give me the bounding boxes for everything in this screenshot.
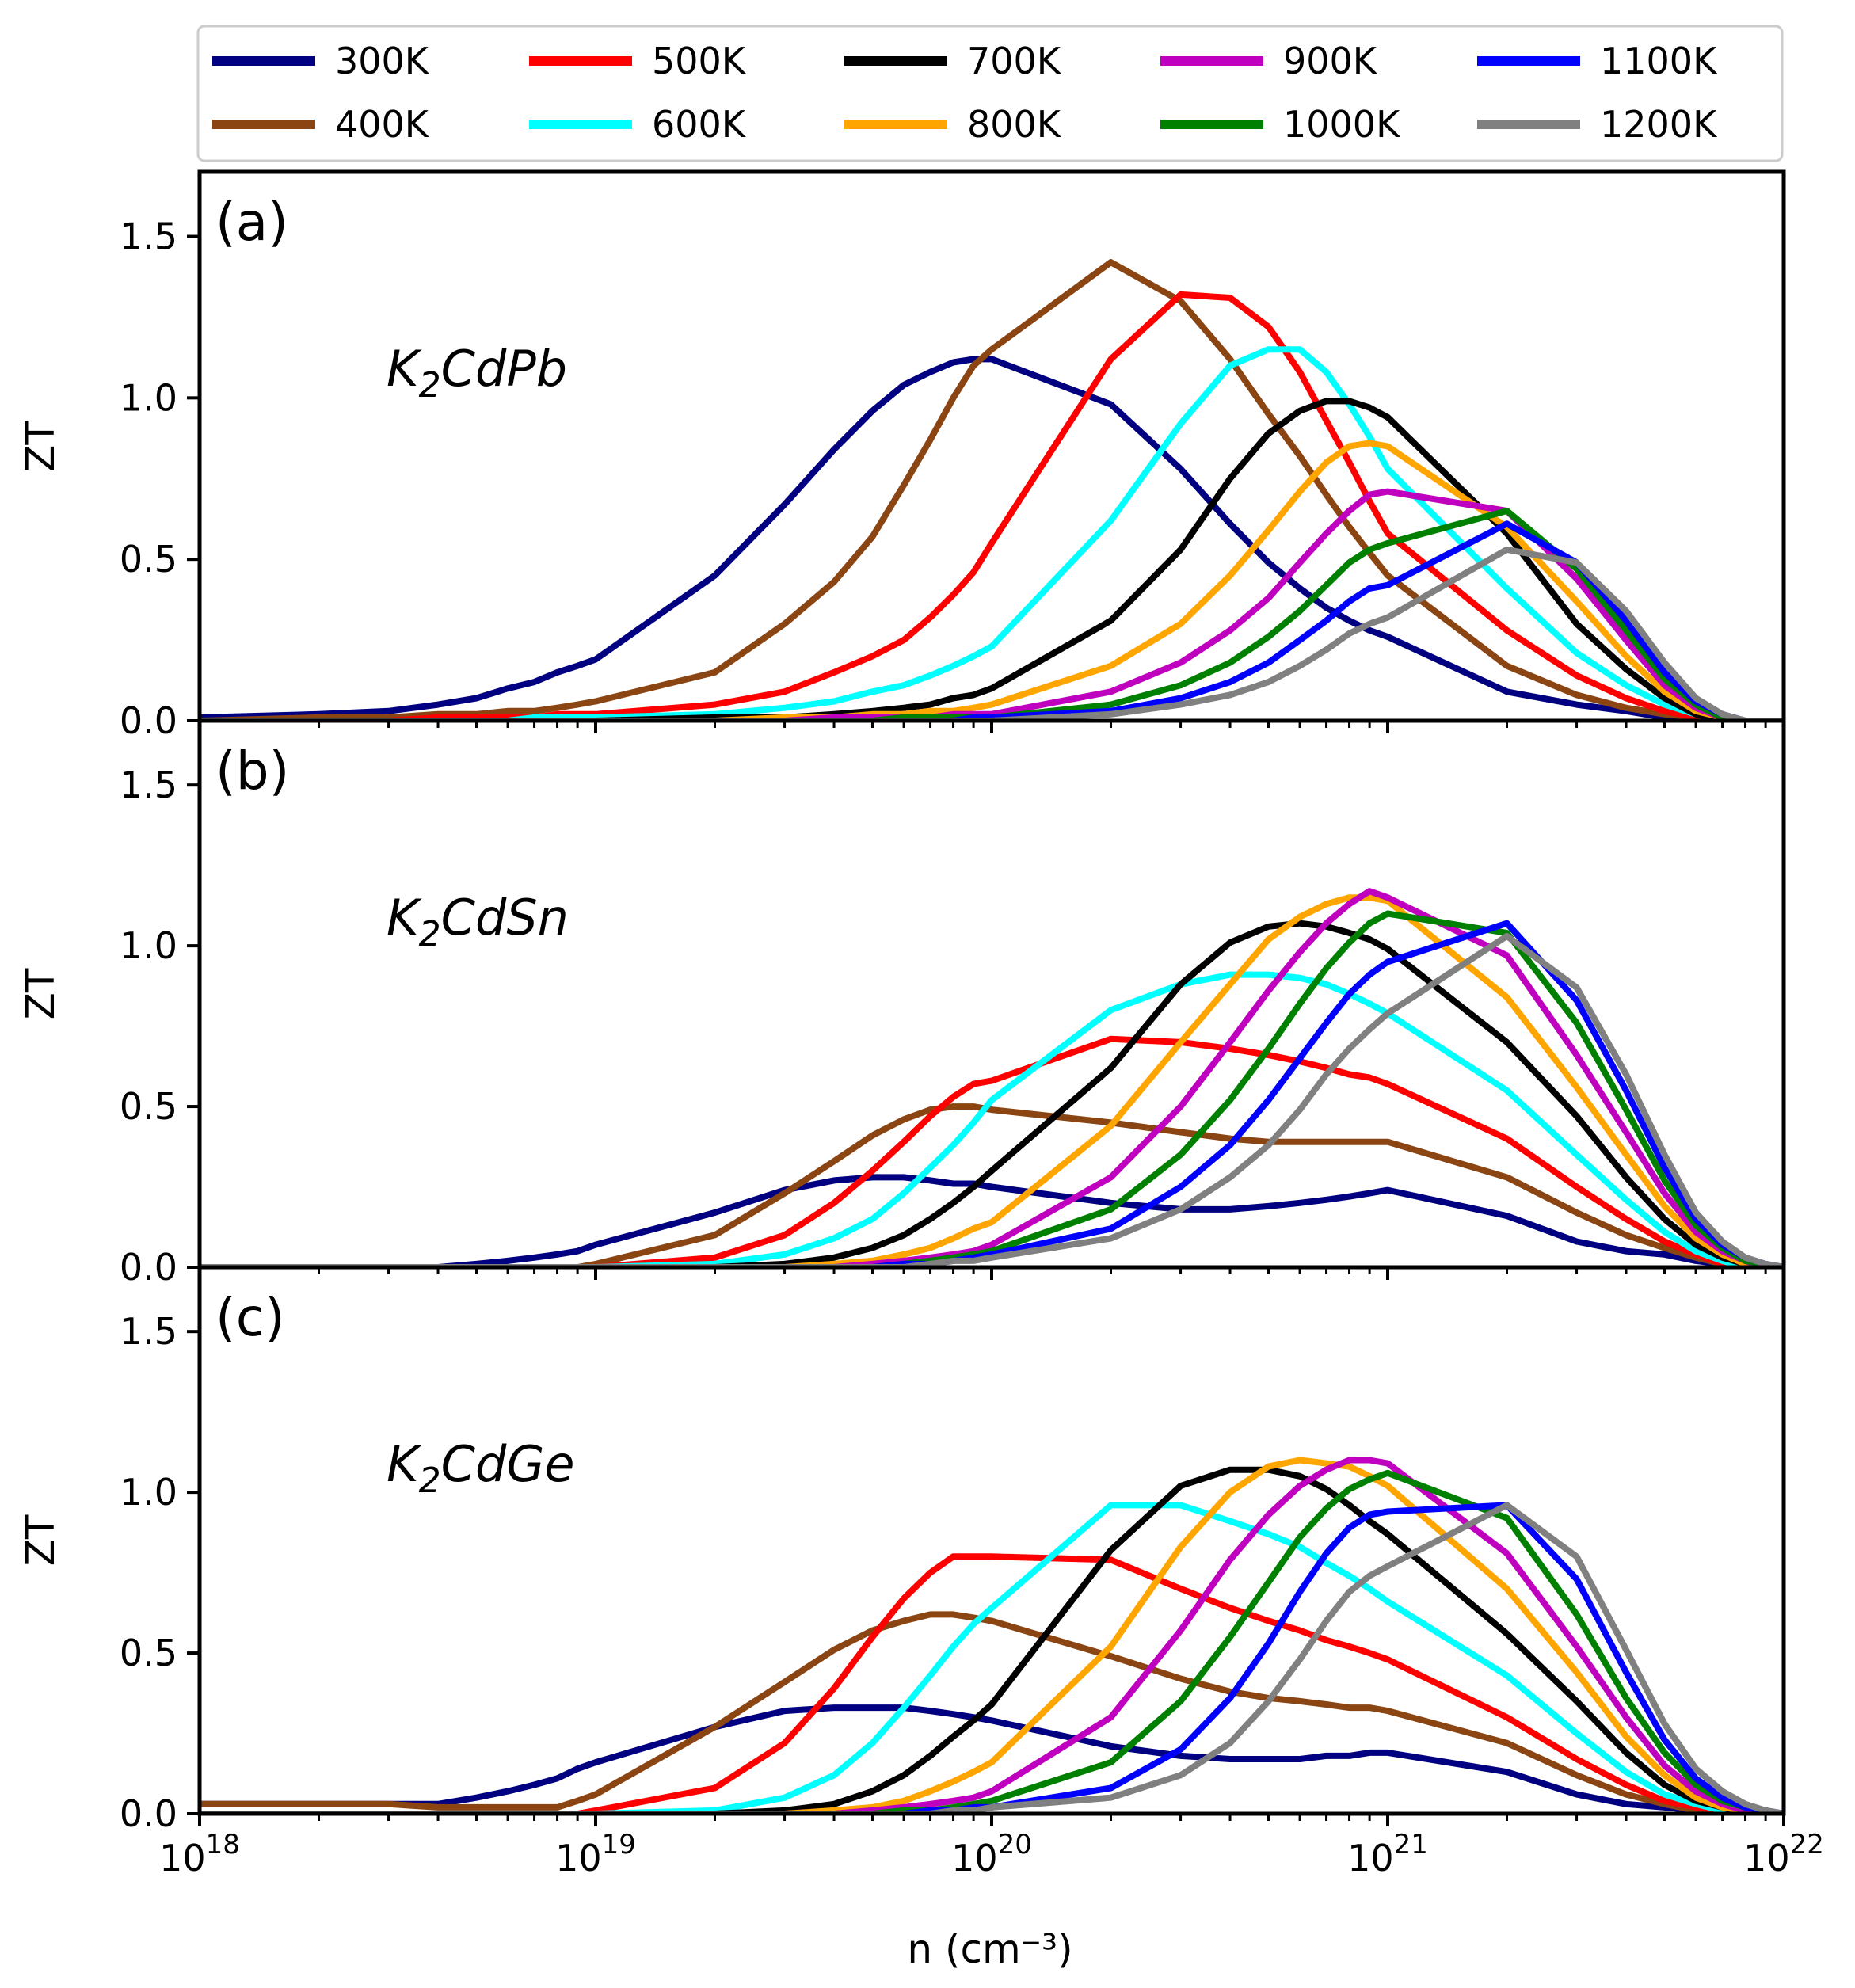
x-axis-title: n (cm⁻³): [907, 1926, 1072, 1972]
series-line-1200K: [200, 932, 1784, 1267]
y-tick-label: 0.5: [120, 538, 177, 581]
series-line-800K: [200, 440, 1784, 721]
series-line-300K: [200, 356, 1784, 721]
panel-label: (c): [215, 1287, 285, 1348]
legend-label-700K: 700K: [967, 40, 1062, 82]
compound-name: K2CdSn: [387, 889, 569, 954]
panel-c: 0.0 0.5 1.0 1.5 ZT (c) K2CdGe: [17, 1265, 1786, 1835]
series-line-1000K: [200, 1469, 1784, 1814]
panel-label: (b): [215, 741, 289, 802]
series-line-500K: [200, 1553, 1784, 1814]
compound-name: K2CdPb: [387, 340, 567, 406]
series-group: [200, 888, 1784, 1267]
series-line-700K: [200, 920, 1784, 1267]
panel-b: 0.0 0.5 1.0 1.5 ZT (b) K2CdSn: [17, 718, 1786, 1289]
y-tick-label: 0.5: [120, 1632, 177, 1674]
series-line-700K: [200, 398, 1784, 721]
y-tick-label: 1.0: [120, 1471, 177, 1514]
series-line-1000K: [200, 910, 1784, 1267]
legend-label-500K: 500K: [652, 40, 747, 82]
series-line-600K: [200, 1502, 1784, 1814]
series-line-1200K: [200, 1502, 1784, 1814]
series-line-400K: [200, 1611, 1784, 1814]
legend-label-1200K: 1200K: [1600, 103, 1718, 146]
x-tick-label: 1020: [951, 1829, 1032, 1879]
y-tick-label: 1.0: [120, 376, 177, 419]
compound-name: K2CdGe: [387, 1435, 575, 1501]
series-line-600K: [200, 346, 1784, 721]
series-line-300K: [200, 1704, 1784, 1814]
series-line-600K: [200, 971, 1784, 1267]
legend-label-900K: 900K: [1283, 40, 1378, 82]
legend-label-600K: 600K: [652, 103, 747, 146]
panel-a: 0.0 0.5 1.0 1.5 ZT (a) K2CdPb: [17, 169, 1786, 742]
legend-label-400K: 400K: [335, 103, 430, 146]
series-line-700K: [200, 1466, 1784, 1814]
series-line-900K: [200, 1457, 1784, 1814]
y-tick-label: 1.5: [120, 764, 177, 806]
y-tick-label: 0.0: [120, 699, 177, 742]
x-tick-label: 1019: [555, 1829, 636, 1879]
y-tick-label: 1.5: [120, 1310, 177, 1353]
series-line-800K: [200, 894, 1784, 1267]
y-tick-label: 0.5: [120, 1085, 177, 1128]
series-line-1200K: [200, 546, 1784, 721]
x-axis: 1018 1019 1020 1021 1022: [159, 1829, 1824, 1879]
y-axis-title: ZT: [17, 968, 63, 1019]
legend-label-800K: 800K: [967, 103, 1062, 146]
x-tick-label: 1022: [1743, 1829, 1824, 1879]
series-line-900K: [200, 488, 1784, 721]
series-line-500K: [200, 1035, 1784, 1267]
y-tick-label: 1.5: [120, 215, 177, 258]
series-line-900K: [200, 888, 1784, 1267]
x-tick-label: 1021: [1347, 1829, 1428, 1879]
series-line-800K: [200, 1457, 1784, 1814]
legend: 300K 400K 500K 600K 700K 800K 900K 1000K 1100K 12…: [196, 25, 1784, 162]
series-line-1100K: [200, 520, 1784, 721]
legend-label-300K: 300K: [335, 40, 430, 82]
y-axis-title: ZT: [17, 421, 63, 472]
y-axis-title: ZT: [17, 1514, 63, 1566]
plot-panels: 0.0 0.5 1.0 1.5 ZT (a) K2CdPb 0.0 0.5 1.0 1.5 ZT (b)…: [17, 169, 1786, 1835]
y-tick-label: 0.0: [120, 1792, 177, 1835]
series-line-300K: [200, 1174, 1784, 1267]
legend-label-1000K: 1000K: [1283, 103, 1401, 146]
y-tick-label: 0.0: [120, 1246, 177, 1289]
series-line-400K: [200, 259, 1784, 721]
y-tick-label: 1.0: [120, 924, 177, 967]
series-line-400K: [200, 1103, 1784, 1267]
panel-label: (a): [215, 192, 288, 253]
series-group: [200, 259, 1784, 721]
x-tick-label: 1018: [159, 1829, 240, 1879]
legend-label-1100K: 1100K: [1600, 40, 1718, 82]
series-group: [200, 1457, 1784, 1814]
